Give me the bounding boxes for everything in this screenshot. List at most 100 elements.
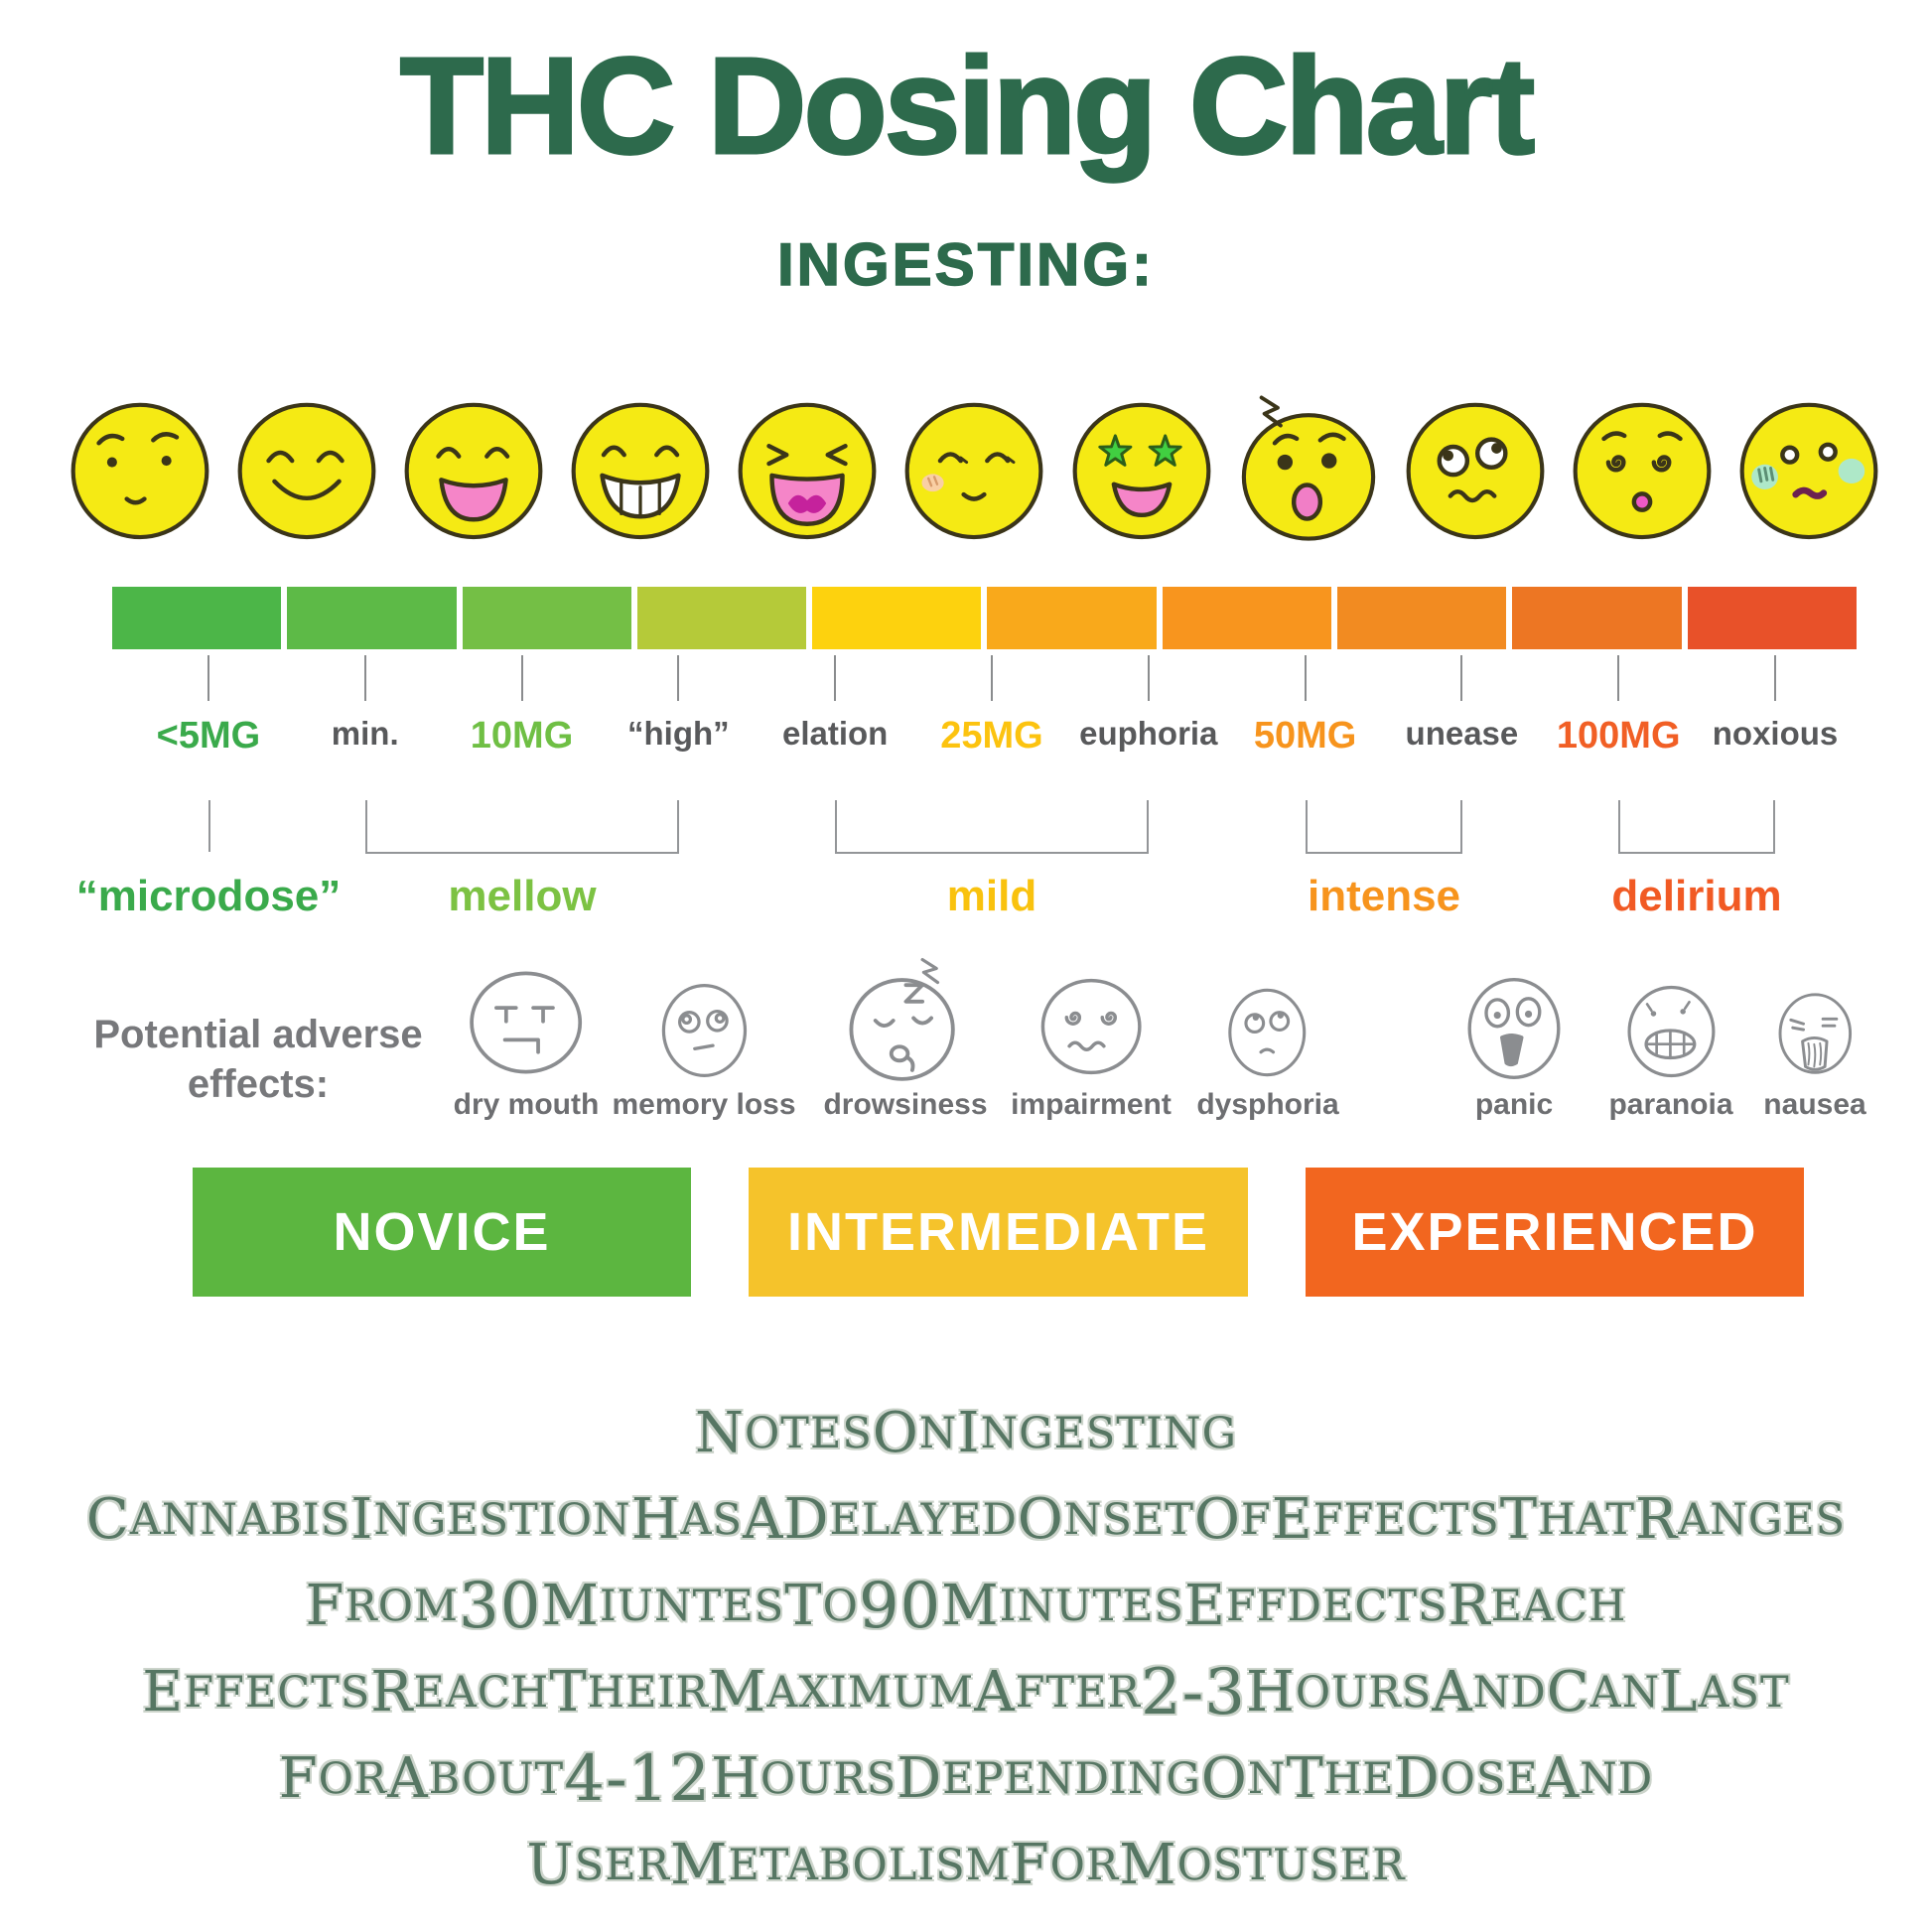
adverse-item: impairment [1011,969,1172,1122]
scale-tick: euphoria [1070,655,1227,758]
range-label: intense [1307,872,1461,920]
tick-mark [520,655,523,701]
scale-tick: <5MG [130,655,287,758]
range-bracket [1618,800,1775,854]
adverse-effect-label: dry mouth [453,1088,600,1121]
scale-tick: 50MG [1227,655,1384,758]
tick-label: unease [1405,715,1519,752]
star-eyes-face-icon [1068,391,1215,542]
scale-tick: elation [757,655,913,758]
adverse-effects-section: Potential adverse effects: dry mouth mem… [0,948,1932,1122]
adverse-item: dysphoria [1196,981,1339,1122]
tick-mark [363,655,366,701]
level-badge-novice: NOVICE [193,1168,691,1297]
scale-tick: min. [287,655,444,758]
tick-mark [834,655,837,701]
adverse-effects-label-line2: effects: [187,1062,330,1106]
adverse-item: drowsiness [823,957,988,1122]
bar-segment [1512,587,1682,649]
tick-label: <5MG [156,715,261,757]
scale-tick: 25MG [913,655,1070,758]
bar-segment [1337,587,1507,649]
adverse-effect-label: nausea [1763,1088,1866,1121]
adverse-item: dry mouth [453,961,600,1122]
range-label: “microdose” [75,872,342,920]
bar-segment [987,587,1157,649]
adverse-effect-label: dysphoria [1196,1088,1339,1121]
bar-segment [1162,587,1332,649]
bar-segment [812,587,982,649]
drowsiness-face-icon [823,957,987,1084]
adverse-effects-label-line1: Potential adverse [93,1013,423,1056]
notes-line: U SER M ETABOLISM F OR M OSTUSER [526,1832,1406,1897]
adverse-item: panic [1458,973,1570,1122]
range-label: delirium [1611,872,1782,920]
confused-face-icon [1402,391,1549,542]
tick-mark [1774,655,1777,701]
panic-face-icon [1458,973,1570,1084]
scale-tick: noxious [1697,655,1854,758]
scale-tick: “high” [600,655,757,758]
paranoia-face-icon [1608,979,1732,1084]
adverse-effect-label: memory loss [612,1088,796,1121]
tick-mark [1147,655,1150,701]
scale-tick: unease [1384,655,1541,758]
tick-label: noxious [1712,715,1839,752]
scale-tick: 10MG [444,655,601,758]
laughing-face-icon [734,391,881,542]
tick-label: 25MG [940,715,1043,757]
nausea-face-icon [1763,987,1865,1084]
impairment-face-icon [1011,969,1172,1084]
tick-mark [1460,655,1463,701]
bar-segment [112,587,282,649]
scale-tick: 100MG [1540,655,1697,758]
range-group-mellow: mellow [365,800,679,920]
range-group-mild: mild [835,800,1149,920]
dizzy-face-icon [1569,391,1716,542]
range-bracket [208,800,210,852]
page-title: THC Dosing Chart [398,29,1536,185]
tick-mark [1617,655,1620,701]
dysphoria-face-icon [1196,981,1338,1084]
open-smile-face-icon [400,391,547,542]
adverse-item: memory loss [612,977,796,1122]
bar-segment [1687,587,1857,649]
tick-mark [1304,655,1307,701]
tick-label: elation [781,715,889,752]
range-bracket [835,800,1149,854]
range-group-delirium: delirium [1611,800,1782,920]
range-group-intense: intense [1306,800,1462,920]
nauseous-face-icon [1735,391,1882,542]
shocked-face-icon [1235,391,1382,542]
relaxed-blush-face-icon [900,391,1047,542]
adverse-effect-label: drowsiness [823,1088,988,1121]
range-label: mellow [448,872,597,920]
tick-mark [990,655,993,701]
grinning-teeth-face-icon [567,391,714,542]
range-bracket [1306,800,1462,854]
neutral-face-icon [67,391,213,542]
subtitle-ingesting: INGESTING: [776,230,1155,299]
adverse-effect-label: impairment [1011,1088,1172,1121]
adverse-item: paranoia [1608,979,1733,1122]
tick-label: 50MG [1253,715,1357,757]
adverse-effect-label: panic [1474,1088,1554,1121]
bar-segment [462,587,631,649]
memory-loss-face-icon [612,977,795,1084]
tick-label: min. [331,715,399,752]
smiling-face-icon [233,391,380,542]
range-label: mild [946,872,1037,920]
experience-level-row: NOVICE INTERMEDIATE EXPERIENCED [0,1168,1932,1297]
bar-segment [287,587,457,649]
adverse-effect-label: paranoia [1608,1088,1733,1121]
dry-mouth-face-icon [454,961,600,1084]
tick-label: 10MG [470,715,574,757]
notes-line: C ANNABIS I NGESTION H AS A D ELAYED O NSET O… [85,1486,1847,1552]
tick-mark [677,655,680,701]
adverse-effects-label: Potential adverse effects: [74,1010,442,1109]
